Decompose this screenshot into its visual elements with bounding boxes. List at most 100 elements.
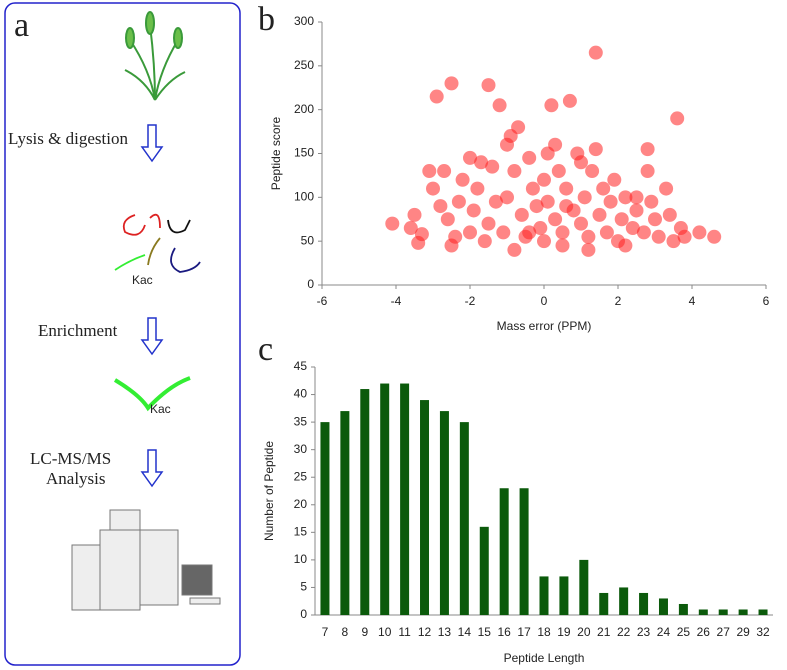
point — [522, 150, 537, 165]
point — [692, 225, 707, 240]
bar — [559, 576, 569, 615]
point — [481, 78, 496, 93]
point — [614, 212, 629, 227]
y-tick-label: 5 — [300, 580, 307, 594]
point — [433, 199, 448, 214]
x-tick-label: 27 — [717, 625, 731, 639]
x-tick-label: 11 — [398, 625, 411, 639]
x-tick-label: -4 — [391, 294, 402, 308]
x-tick-label: 21 — [597, 625, 611, 639]
bar — [320, 422, 330, 615]
bar — [499, 488, 509, 615]
point — [533, 221, 548, 236]
point — [640, 142, 655, 157]
bar — [758, 609, 768, 615]
x-tick-label: 20 — [577, 625, 591, 639]
x-tick-label: 14 — [458, 625, 472, 639]
point — [618, 190, 633, 205]
point — [422, 164, 437, 179]
x-axis-label: Mass error (PPM) — [497, 319, 592, 333]
x-tick-label: 0 — [541, 294, 548, 308]
x-tick-label: 32 — [756, 625, 770, 639]
x-tick-label: 24 — [657, 625, 671, 639]
x-tick-label: 9 — [361, 625, 368, 639]
bar — [519, 488, 529, 615]
x-tick-label: 15 — [478, 625, 492, 639]
step-label: LC-MS/MS — [30, 449, 111, 468]
bar — [678, 603, 688, 615]
y-tick-label: 10 — [294, 552, 308, 566]
bar — [639, 592, 649, 615]
point — [596, 181, 611, 196]
point — [537, 172, 551, 187]
panel-label: c — [258, 331, 273, 368]
point — [588, 45, 603, 60]
point — [466, 203, 481, 218]
y-tick-label: 0 — [307, 277, 314, 291]
point — [429, 89, 444, 104]
bar — [619, 587, 629, 615]
point — [551, 164, 566, 179]
site-label: Kac — [132, 273, 153, 287]
point — [555, 238, 570, 253]
point — [625, 221, 640, 236]
x-tick-label: 19 — [557, 625, 571, 639]
point — [500, 190, 514, 205]
point — [474, 155, 489, 170]
x-tick-label: 17 — [517, 625, 531, 639]
point — [651, 229, 666, 244]
point — [648, 212, 662, 227]
bar — [479, 526, 489, 615]
point — [414, 227, 429, 242]
bar — [439, 411, 449, 615]
y-tick-label: 25 — [294, 469, 308, 483]
bar — [400, 383, 410, 615]
point — [555, 225, 570, 240]
x-tick-label: 10 — [378, 625, 392, 639]
point — [507, 242, 522, 257]
point — [529, 199, 544, 214]
y-tick-label: 300 — [294, 14, 314, 28]
point — [451, 194, 466, 209]
bar — [459, 422, 469, 615]
x-tick-label: -6 — [317, 294, 328, 308]
point — [455, 172, 470, 187]
point — [548, 212, 563, 227]
y-tick-label: 30 — [294, 442, 308, 456]
point — [581, 242, 596, 257]
point — [470, 181, 485, 196]
step-label: Analysis — [46, 469, 106, 488]
point — [581, 229, 596, 244]
point — [707, 229, 722, 244]
point — [437, 164, 452, 179]
bar — [340, 411, 350, 615]
y-tick-label: 40 — [294, 387, 308, 401]
point — [629, 190, 644, 205]
point — [514, 207, 529, 222]
x-tick-label: 12 — [418, 625, 432, 639]
y-tick-label: 45 — [294, 359, 308, 373]
point — [659, 181, 674, 196]
bar — [599, 592, 609, 615]
x-tick-label: 4 — [689, 294, 696, 308]
instrument-icon — [71, 509, 221, 611]
point — [426, 181, 440, 196]
bar — [718, 609, 728, 615]
y-tick-label: 35 — [294, 414, 308, 428]
point — [599, 225, 614, 240]
point — [463, 150, 477, 165]
y-tick-label: 200 — [294, 102, 314, 116]
point — [403, 221, 418, 236]
point — [481, 216, 496, 231]
x-axis-label: Peptide Length — [504, 651, 585, 665]
x-tick-label: -2 — [465, 294, 476, 308]
point — [677, 229, 692, 244]
point — [540, 194, 555, 209]
point — [511, 120, 526, 135]
x-tick-label: 29 — [736, 625, 750, 639]
panel-label: a — [14, 7, 29, 44]
point — [444, 76, 459, 91]
bar — [579, 559, 589, 615]
bar — [360, 389, 370, 615]
